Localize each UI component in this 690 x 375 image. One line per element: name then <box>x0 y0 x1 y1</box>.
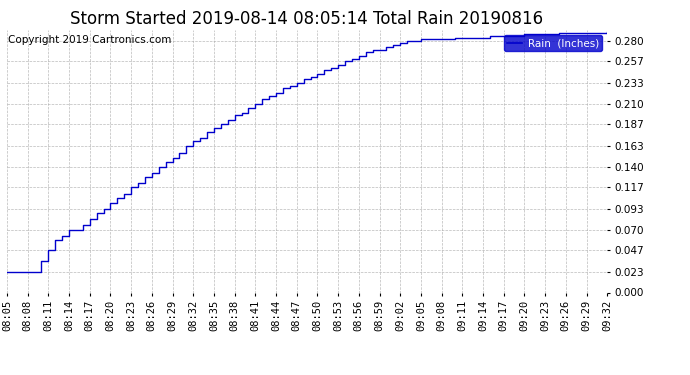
Legend: Rain  (Inches): Rain (Inches) <box>504 35 602 51</box>
Title: Storm Started 2019-08-14 08:05:14 Total Rain 20190816: Storm Started 2019-08-14 08:05:14 Total … <box>70 10 544 28</box>
Text: Copyright 2019 Cartronics.com: Copyright 2019 Cartronics.com <box>8 35 172 45</box>
